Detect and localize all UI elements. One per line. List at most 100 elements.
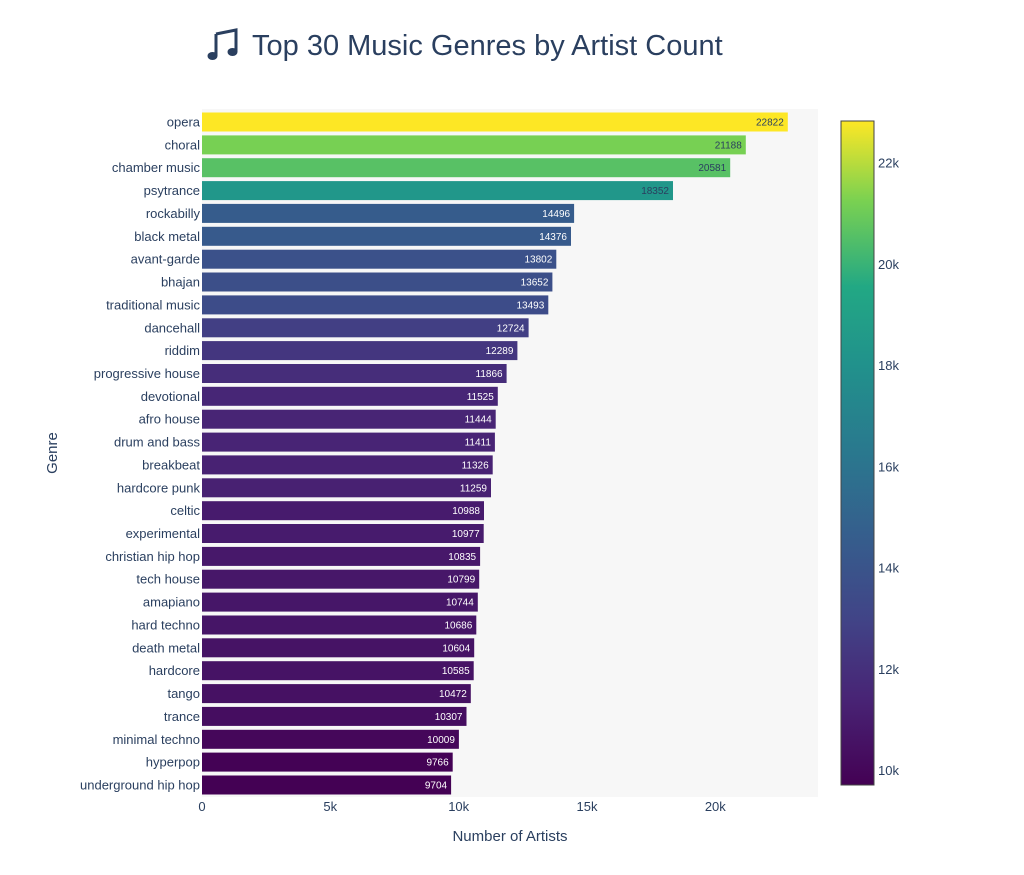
bar-value-label: 12289 <box>486 346 514 357</box>
category-label: tango <box>167 686 200 701</box>
x-tick-label: 20k <box>705 799 726 814</box>
category-label: trance <box>164 709 200 724</box>
bar-experimental <box>202 524 484 543</box>
category-label: breakbeat <box>142 457 200 472</box>
bar-bhajan <box>202 272 553 292</box>
bars-group: 22822 21188 20581 18352 14496 14376 13802 13652… <box>202 112 788 795</box>
bar-value-label: 10686 <box>444 621 472 632</box>
bar-value-label: 10604 <box>442 643 470 654</box>
category-label: opera <box>167 115 201 130</box>
chart-title: Top 30 Music Genres by Artist Count <box>252 30 723 62</box>
colorbar-tick-label: 12k <box>878 662 899 677</box>
category-label: devotional <box>141 389 200 404</box>
bar-chamber-music <box>202 158 731 178</box>
bar-choral <box>202 135 746 155</box>
bar-value-label: 21188 <box>715 140 743 151</box>
colorbar-tick-label: 20k <box>878 257 899 272</box>
colorbar-tick-label: 14k <box>878 561 899 576</box>
category-label: black metal <box>134 229 200 244</box>
x-tick-label: 10k <box>448 799 469 814</box>
bar-black-metal <box>202 226 571 246</box>
bar-death-metal <box>202 638 475 658</box>
category-label: experimental <box>126 526 201 541</box>
category-label: bhajan <box>161 275 200 290</box>
category-label: hard techno <box>131 618 200 633</box>
bar-value-label: 18352 <box>641 186 669 197</box>
category-label: minimal techno <box>113 732 200 747</box>
bar-afro-house <box>202 409 496 429</box>
bar-value-label: 13802 <box>524 255 552 266</box>
bar-breakbeat <box>202 455 493 475</box>
category-label: chamber music <box>112 160 201 175</box>
bar-value-label: 13493 <box>516 300 544 311</box>
bar-value-label: 10472 <box>439 689 467 700</box>
bar-celtic <box>202 501 484 521</box>
bar-value-label: 10988 <box>452 506 480 517</box>
colorbar-tick-label: 18k <box>878 358 899 373</box>
bar-tech-house <box>202 569 480 589</box>
category-label: amapiano <box>143 595 200 610</box>
bar-avant-garde <box>202 249 557 269</box>
colorbar-tick-label: 10k <box>878 763 899 778</box>
bar-rockabilly <box>202 203 575 223</box>
colorbar-gradient <box>840 120 875 786</box>
bar-tango <box>202 684 471 704</box>
colorbar-tick-label: 16k <box>878 459 899 474</box>
colorbar: 10k 12k 14k 16k 18k 20k 22k <box>840 120 899 786</box>
bar-devotional <box>202 386 498 406</box>
bar-value-label: 20581 <box>698 163 726 174</box>
category-label: tech house <box>136 572 200 587</box>
bar-value-label: 13652 <box>521 278 549 289</box>
bar-value-label: 11525 <box>467 392 495 403</box>
category-label: hardcore <box>149 663 200 678</box>
bar-value-label: 12724 <box>497 323 525 334</box>
category-label: traditional music <box>106 297 200 312</box>
bar-value-label: 10009 <box>427 735 455 746</box>
category-label: psytrance <box>144 183 200 198</box>
y-axis-title: Genre <box>44 432 61 474</box>
bar-value-label: 10585 <box>442 666 470 677</box>
bar-value-label: 9766 <box>426 758 449 769</box>
bar-hardcore <box>202 661 474 681</box>
category-label: drum and bass <box>114 435 200 450</box>
bar-opera <box>202 112 788 132</box>
bar-value-label: 10977 <box>452 529 480 540</box>
x-tick-label: 5k <box>323 799 337 814</box>
bar-value-label: 10744 <box>446 598 474 609</box>
bar-hard-techno <box>202 615 477 635</box>
bar-value-label: 11444 <box>465 415 493 426</box>
category-label: dancehall <box>144 320 200 335</box>
bar-value-label: 10307 <box>435 712 463 723</box>
category-labels-group: opera choral chamber music psytrance rockabi… <box>80 115 201 793</box>
bar-trance <box>202 706 467 726</box>
bar-minimal-techno <box>202 729 459 749</box>
category-label: hardcore punk <box>117 480 201 495</box>
colorbar-tick-label: 22k <box>878 156 899 171</box>
category-label: death metal <box>132 640 200 655</box>
bar-dancehall <box>202 318 529 338</box>
x-tick-label: 0 <box>198 799 205 814</box>
music-note-icon <box>207 28 238 60</box>
bar-hyperpop <box>202 752 453 772</box>
bar-value-label: 14496 <box>542 209 570 220</box>
category-label: underground hip hop <box>80 778 200 793</box>
bar-value-label: 11866 <box>476 369 504 380</box>
category-label: hyperpop <box>146 755 200 770</box>
category-label: rockabilly <box>146 206 201 221</box>
bar-value-label: 11411 <box>465 438 492 449</box>
plot-background <box>202 109 818 797</box>
bar-value-label: 10835 <box>448 552 476 563</box>
bar-value-label: 9704 <box>425 781 448 792</box>
bar-traditional-music <box>202 295 549 315</box>
bar-progressive-house <box>202 364 507 383</box>
x-tick-label: 15k <box>577 799 598 814</box>
x-axis-title: Number of Artists <box>452 828 567 845</box>
bar-value-label: 14376 <box>539 232 567 243</box>
bar-riddim <box>202 341 518 361</box>
bar-underground-hip-hop <box>202 775 452 795</box>
category-label: afro house <box>139 412 200 427</box>
bar-psytrance <box>202 181 673 201</box>
x-tick-labels-group: 0 5k 10k 15k 20k <box>198 799 726 814</box>
